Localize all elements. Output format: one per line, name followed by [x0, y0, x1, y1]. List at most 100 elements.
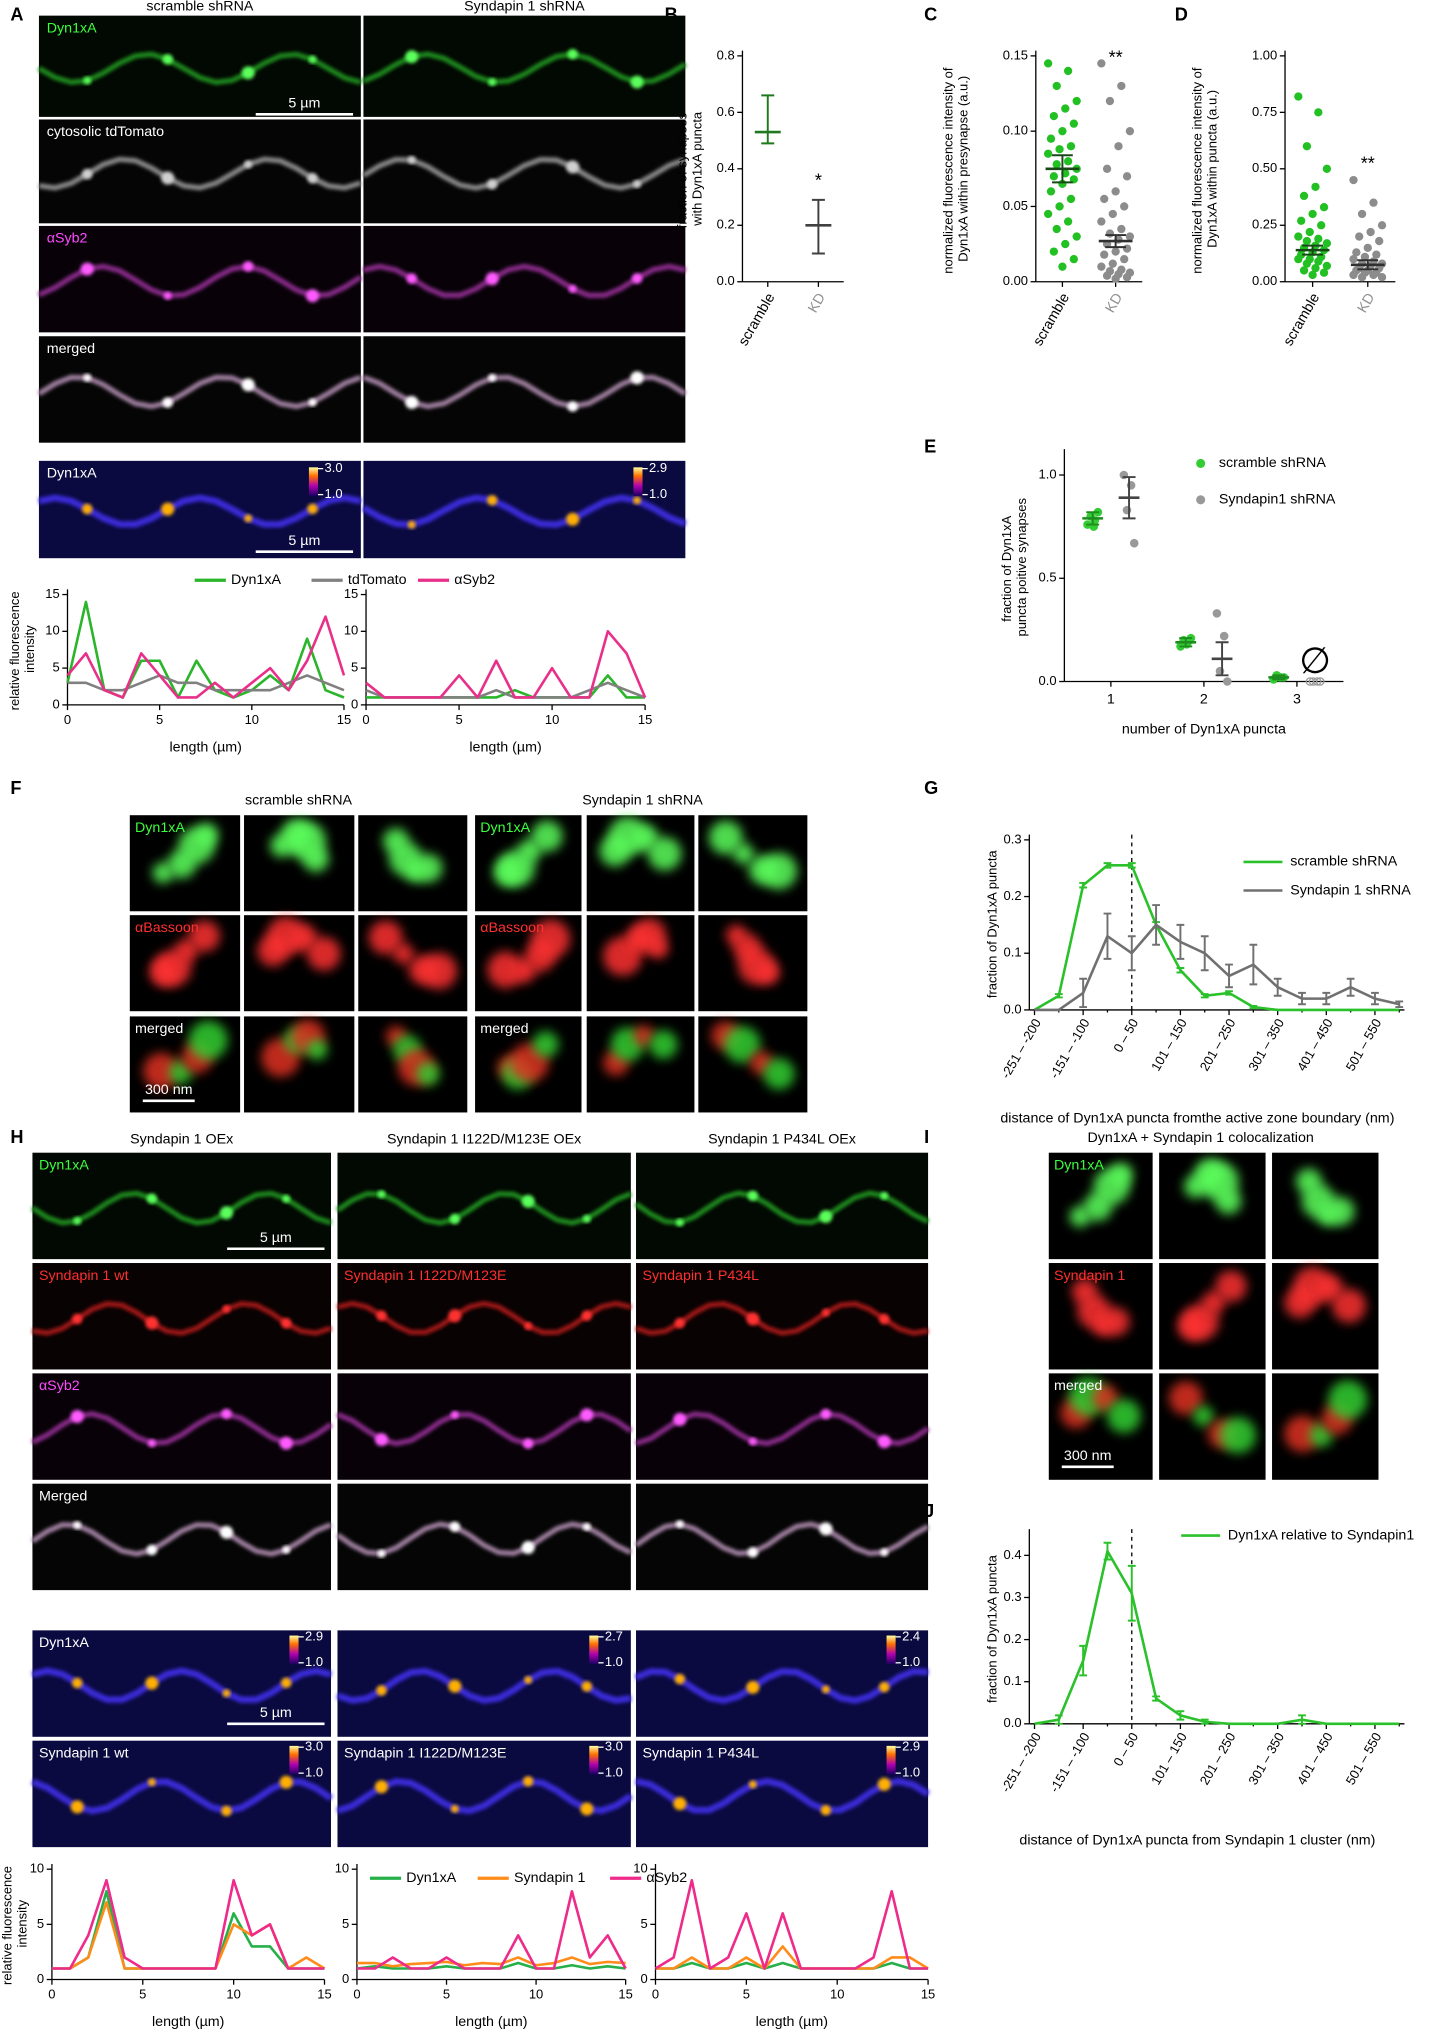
closeup-signal [382, 828, 443, 883]
closeup-signal [385, 1026, 440, 1086]
profile-line [51, 1878, 325, 1970]
punctum [70, 1410, 84, 1423]
significance: ** [1361, 153, 1375, 173]
punctum [241, 378, 255, 392]
neurite [32, 1301, 332, 1336]
punctum [488, 78, 497, 86]
closeup-signal [152, 822, 219, 884]
profile-line [66, 600, 345, 699]
error-bar [1249, 1004, 1258, 1010]
error-bar [1152, 904, 1160, 946]
row-label: Dyn1xA [39, 1157, 89, 1173]
x-tick-label: KD [1102, 291, 1126, 316]
punctum [630, 75, 644, 89]
punctum [488, 373, 497, 382]
data-point [1102, 164, 1112, 173]
signal-blob [195, 822, 219, 847]
error-bar [1127, 1564, 1136, 1622]
micrograph [32, 1373, 331, 1480]
neurite [38, 494, 362, 528]
legend-label: αSyb2 [646, 1870, 687, 1886]
profile-line [655, 1961, 929, 1970]
y-tick-label: 0.00 [1003, 273, 1028, 288]
punctum [374, 1780, 388, 1794]
row-label: Dyn1xA [1054, 1157, 1104, 1173]
punctum [244, 514, 253, 523]
data-point [1049, 172, 1059, 181]
heat-scale-label: 1.0 [902, 1654, 920, 1669]
punctum [880, 1548, 889, 1557]
neurite [336, 1776, 633, 1816]
error-bar [1200, 993, 1209, 999]
neurite [362, 263, 686, 298]
signal-blob [1219, 1417, 1256, 1454]
data-point [1129, 538, 1139, 548]
signal-blob [1106, 1399, 1141, 1433]
x-tick-label: 0 [652, 1987, 659, 2002]
x-axis-label: distance of Dyn1xA puncta fromthe active… [1000, 1111, 1394, 1127]
punctum [748, 1437, 757, 1446]
y-tick-label: 10 [633, 1861, 647, 1876]
micrograph [337, 1152, 631, 1260]
data-point [1122, 244, 1132, 253]
data-point [1357, 209, 1367, 219]
punctum [163, 291, 172, 300]
neurite-path [31, 1667, 332, 1704]
data-point [1311, 264, 1320, 273]
x-tick-label: 5 [455, 712, 462, 727]
signal-blob [420, 952, 458, 990]
punctum [407, 156, 416, 164]
punctum [73, 1521, 82, 1530]
neurite-path [362, 156, 687, 191]
neurite [634, 1190, 930, 1227]
punctum [241, 66, 255, 80]
punctum [83, 76, 92, 85]
data-point [1108, 259, 1117, 268]
micrograph [38, 225, 361, 333]
punctum [222, 1689, 231, 1698]
punctum [747, 1547, 759, 1558]
heat-scale-label: 1.0 [305, 1765, 323, 1780]
heat-scale-label: 2.7 [605, 1628, 623, 1643]
neurite [335, 1521, 632, 1558]
error-bar [1103, 862, 1112, 869]
legend-label: Syndapin 1 shRNA [1290, 882, 1411, 898]
punctum [282, 1194, 291, 1203]
data-point [1299, 191, 1309, 201]
heat-scale [633, 467, 643, 496]
closeup-signal [1284, 1266, 1366, 1323]
punctum [580, 1408, 594, 1422]
legend-swatch [1196, 495, 1206, 505]
x-tick-label: 0 – 50 [1110, 1730, 1141, 1769]
data-point [1063, 157, 1073, 166]
data-point [1072, 232, 1081, 241]
data-point [1305, 227, 1314, 237]
neurite-path [635, 1301, 929, 1336]
data-point [1369, 270, 1378, 280]
signal-blob [756, 960, 780, 985]
no-data-symbol: ∅ [1299, 640, 1331, 681]
data-point [1058, 262, 1067, 271]
legend-label: tdTomato [348, 572, 407, 588]
error-bar [1371, 991, 1379, 1006]
data-point [1066, 142, 1076, 151]
neurite [362, 48, 687, 89]
neurite [38, 156, 362, 191]
micrograph [38, 15, 361, 117]
column-title: Syndapin 1 OEx [130, 1131, 233, 1147]
y-tick-label: 15 [344, 586, 358, 601]
heat-scale-label: 3.0 [325, 460, 343, 475]
x-tick-label: 3 [1293, 691, 1301, 707]
row-label: Syndapin 1 wt [39, 1745, 129, 1761]
punctum [485, 272, 499, 286]
error-bar [1346, 977, 1355, 997]
data-point [1312, 677, 1322, 686]
neurite-path [32, 1301, 332, 1336]
scale-bar-label: 5 µm [288, 533, 320, 549]
profile-line [365, 629, 647, 699]
closeup-signal [1284, 1380, 1368, 1453]
punctum [820, 1804, 832, 1816]
punctum [631, 273, 643, 284]
x-tick-label: 15 [638, 712, 652, 727]
